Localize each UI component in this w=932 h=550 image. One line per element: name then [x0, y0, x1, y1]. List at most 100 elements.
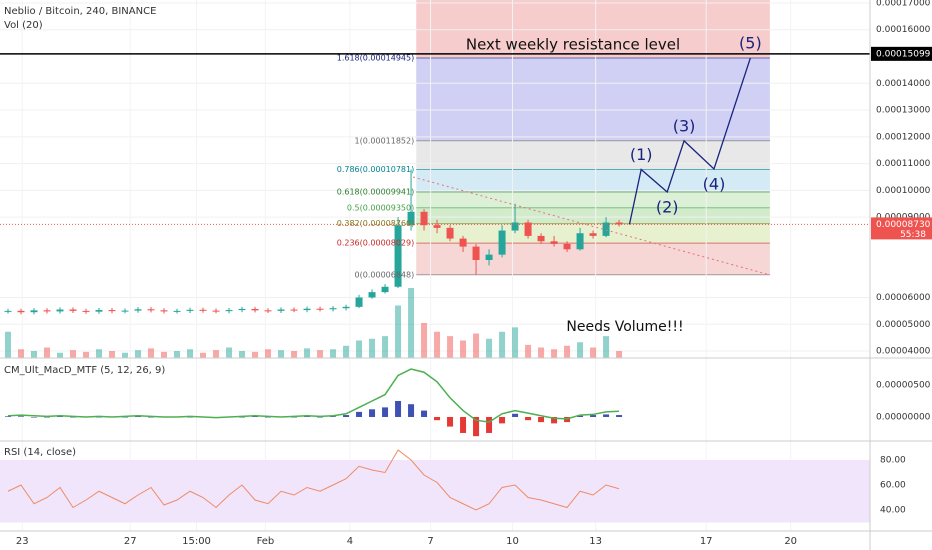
volume-bar	[148, 348, 155, 358]
volume-bar	[83, 351, 90, 358]
wave-label: (2)	[656, 197, 679, 216]
volume-bar	[590, 347, 597, 358]
volume-bar	[330, 349, 337, 358]
volume-bar	[525, 344, 532, 358]
y-tick-label: 0.00013000	[876, 106, 931, 116]
x-tick-label: 7	[427, 536, 433, 547]
candle-body	[524, 222, 532, 236]
volume-bar	[421, 323, 428, 358]
macd-hist	[486, 416, 493, 433]
candle-body	[563, 243, 571, 250]
candle-body	[238, 308, 246, 311]
candle-body	[576, 233, 584, 250]
x-tick-label: 20	[784, 536, 797, 547]
macd-hist	[148, 416, 155, 418]
candle-body	[589, 233, 597, 236]
candle-body	[394, 225, 402, 287]
volume-bar	[473, 333, 480, 358]
y-tick-label: 0.00016000	[876, 25, 931, 35]
volume-bar	[395, 305, 402, 358]
macd-hist	[135, 416, 142, 417]
candle-body	[186, 309, 194, 311]
volume-note: Needs Volume!!!	[566, 319, 683, 335]
x-tick-label: 23	[16, 536, 29, 547]
volume-bar	[356, 340, 363, 358]
volume-bar	[200, 352, 207, 358]
x-tick-label: 13	[589, 536, 602, 547]
macd-hist	[17, 416, 24, 417]
volume-bar	[109, 351, 116, 358]
volume-bar	[226, 347, 233, 358]
volume-bar	[278, 350, 285, 358]
macd-hist	[30, 416, 37, 418]
macd-hist	[291, 416, 298, 418]
volume-bar	[96, 349, 103, 358]
volume-bar	[603, 336, 610, 358]
macd-hist	[421, 410, 428, 417]
rsi-label: RSI (14, close)	[4, 447, 76, 458]
volume-bar	[135, 350, 142, 358]
candle-body	[355, 297, 363, 307]
candle-body	[485, 254, 493, 260]
macd-tick-label: 0.00000000	[876, 412, 931, 422]
macd-hist	[317, 416, 324, 418]
wave-label: (1)	[630, 145, 653, 164]
candle-body	[4, 310, 12, 312]
macd-hist	[369, 409, 376, 417]
volume-bar	[512, 327, 519, 358]
fib-band	[416, 207, 770, 224]
y-tick-label: 0.00010000	[876, 186, 931, 196]
volume-bar	[291, 351, 298, 358]
volume-bar	[317, 350, 324, 358]
macd-hist	[460, 416, 467, 433]
volume-bar	[499, 331, 506, 358]
volume-bar	[252, 351, 259, 358]
volume-bar	[447, 336, 454, 358]
macd-label: CM_Ult_MacD_MTF (5, 12, 26, 9)	[4, 365, 165, 376]
macd-hist	[434, 416, 441, 421]
x-tick-label: 17	[700, 536, 713, 547]
macd-hist	[473, 416, 480, 437]
volume-bar	[17, 349, 24, 358]
macd-line	[7, 368, 620, 423]
resistance-note: Next weekly resistance level	[466, 36, 680, 54]
volume-bar	[4, 331, 11, 358]
wave-path	[628, 57, 752, 225]
volume-bar	[369, 338, 376, 358]
macd-hist	[356, 411, 363, 417]
macd-hist	[408, 404, 415, 417]
rsi-tick-label: 80.00	[880, 456, 906, 466]
volume-bar	[408, 288, 415, 358]
macd-hist	[616, 415, 623, 417]
x-tick-label: 27	[124, 536, 137, 547]
rsi-band	[0, 460, 870, 523]
fib-band	[416, 243, 770, 275]
macd-hist	[70, 416, 77, 418]
candle-body	[290, 309, 298, 311]
macd-hist	[499, 416, 506, 424]
candle-body	[56, 309, 64, 312]
volume-bar	[239, 351, 246, 358]
wave-label: (5)	[739, 33, 762, 52]
trendline	[412, 176, 771, 276]
macd-hist	[447, 416, 454, 427]
candle-body	[602, 222, 610, 236]
volume-bar	[486, 338, 493, 358]
y-tick-label: 0.00014000	[876, 79, 931, 89]
candle-body	[69, 309, 77, 311]
last-price-tag	[871, 217, 932, 240]
candle-body	[537, 235, 545, 242]
candle-body	[329, 308, 337, 310]
x-tick-label: 15:00	[182, 536, 211, 547]
macd-hist	[330, 416, 337, 417]
volume-bar	[122, 352, 129, 358]
candle-body	[472, 246, 480, 260]
candle-body	[43, 310, 51, 312]
macd-hist	[239, 416, 246, 418]
candle-body	[225, 310, 233, 312]
fib-label: 0.618(0.00009941)	[337, 187, 415, 196]
macd-hist	[187, 416, 194, 418]
candle-body	[433, 225, 441, 228]
macd-hist	[4, 416, 11, 417]
